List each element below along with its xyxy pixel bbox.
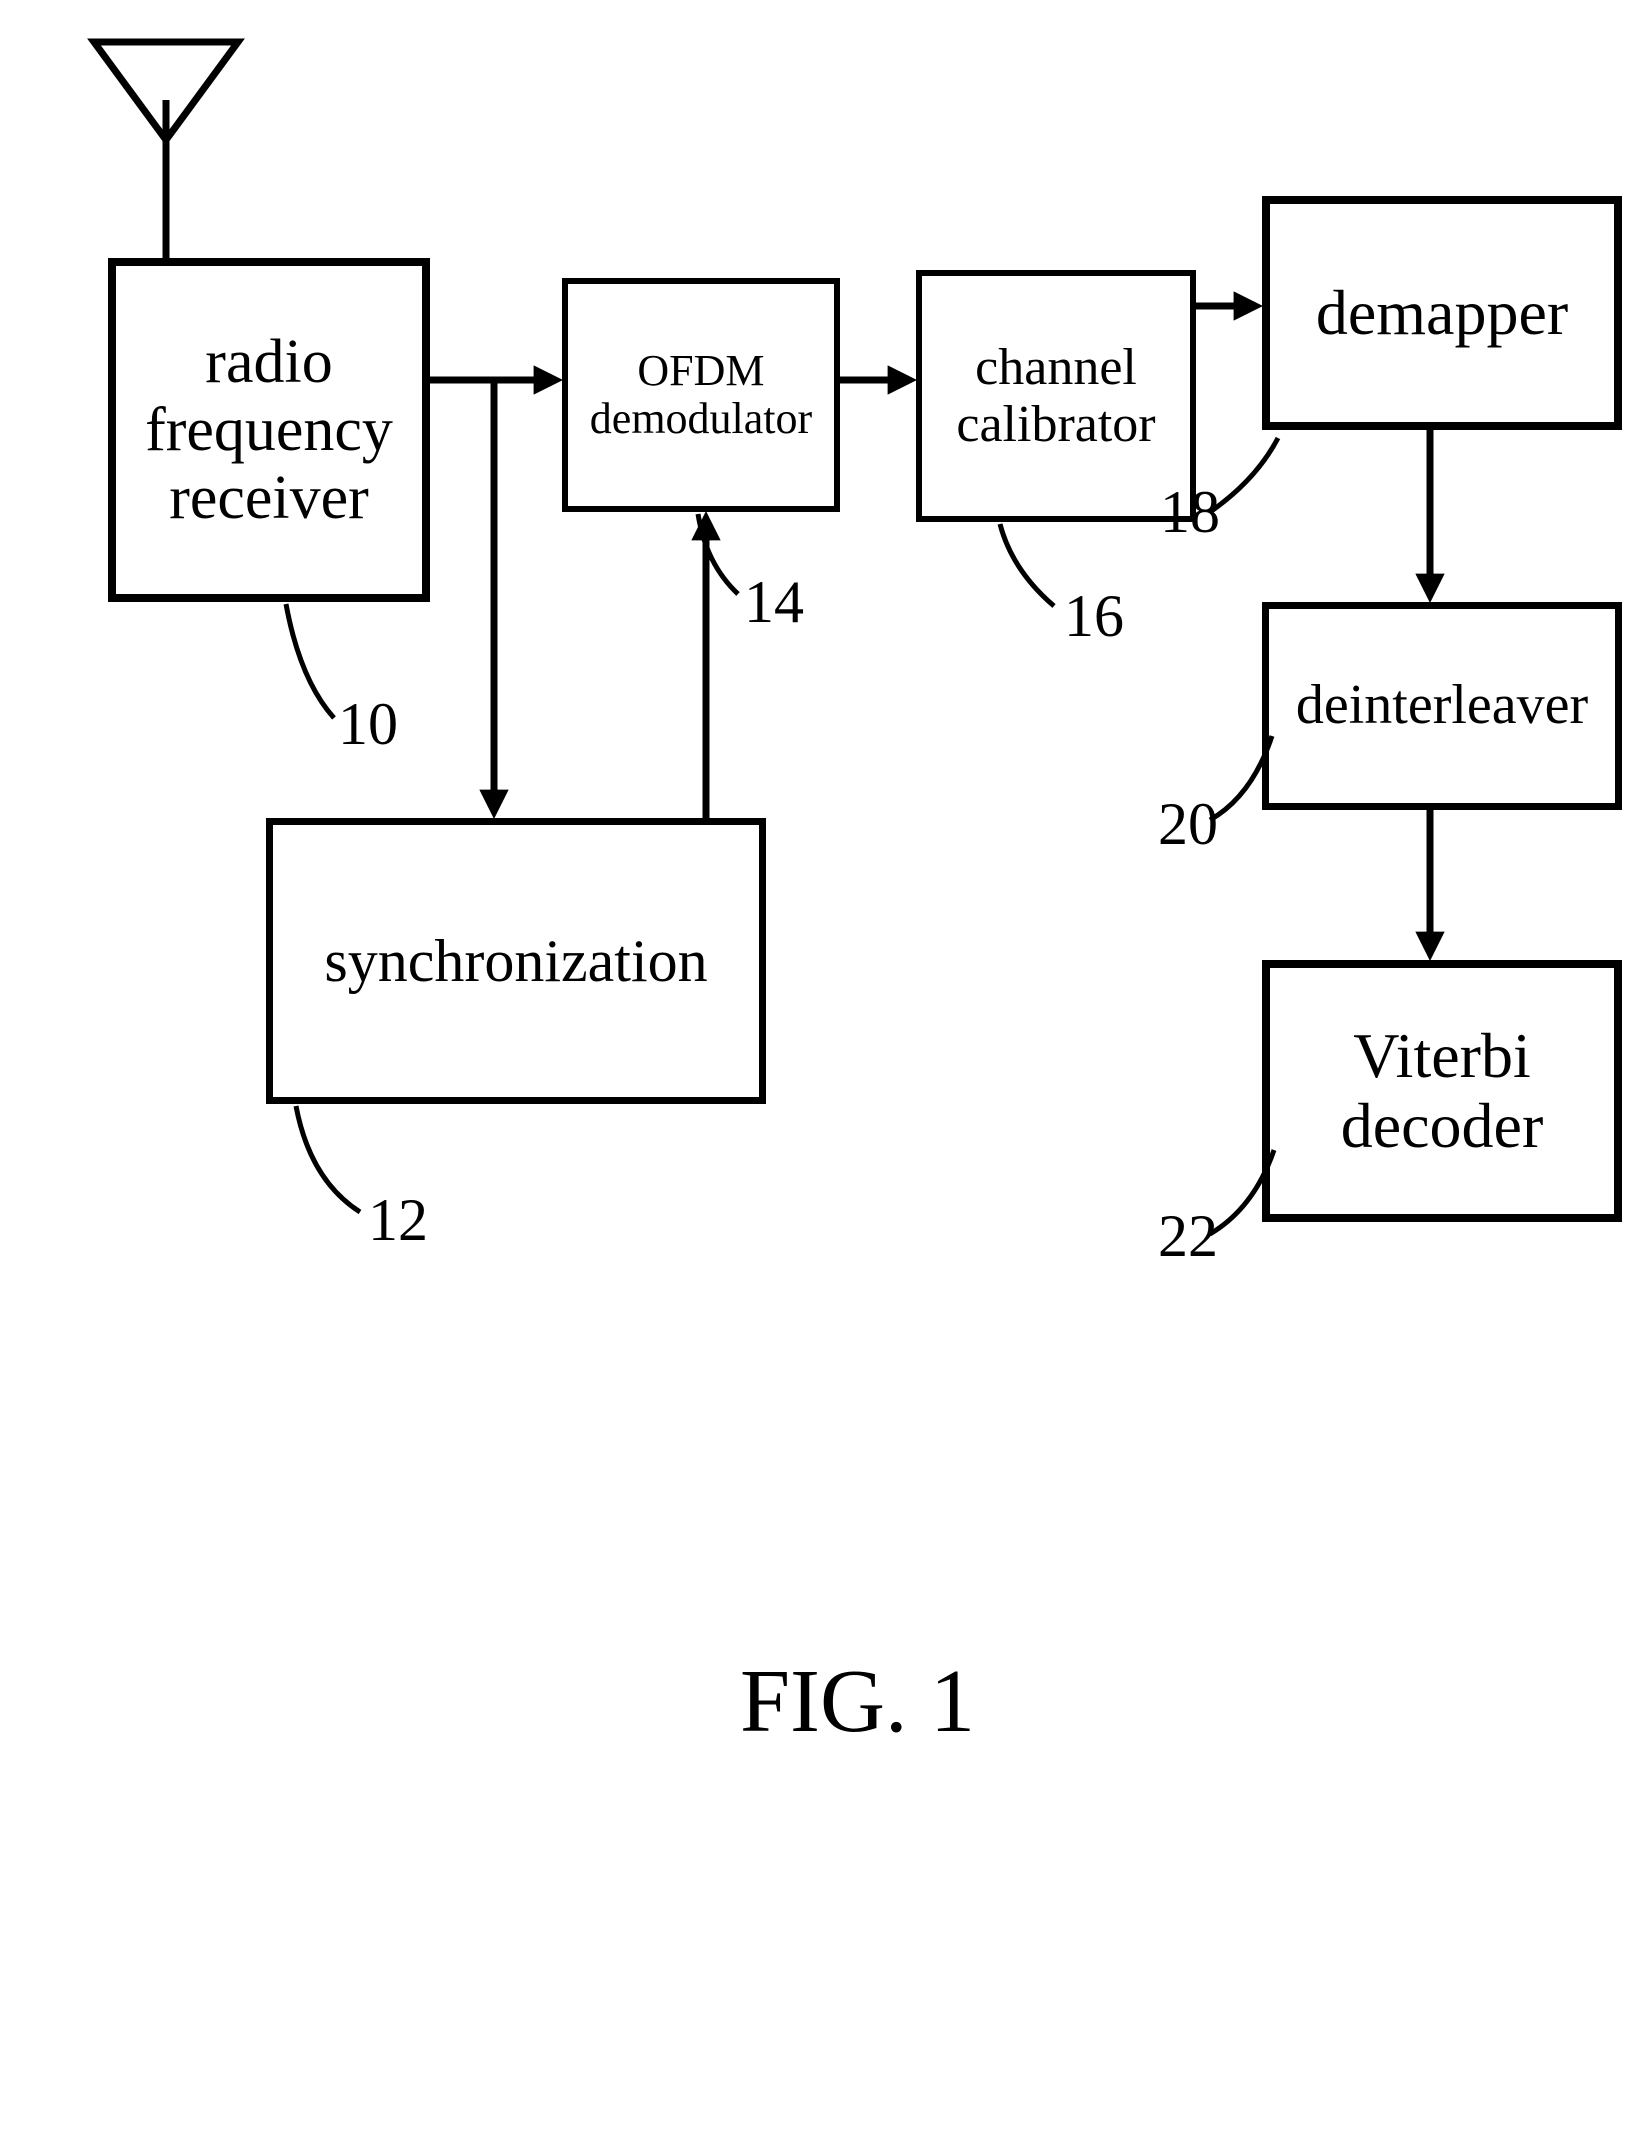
ref-label-20: 20 (1158, 790, 1218, 859)
channel-calibrator-label: channelcalibrator (956, 339, 1155, 453)
ref-label-10: 10 (338, 690, 398, 759)
rf-receiver-block: radiofrequencyreceiver (108, 258, 430, 602)
ref-label-22: 22 (1158, 1202, 1218, 1271)
demapper-block: demapper (1262, 196, 1622, 430)
ref-label-14: 14 (744, 568, 804, 637)
ref-label-12: 12 (368, 1186, 428, 1255)
viterbi-decoder-block: Viterbidecoder (1262, 960, 1622, 1222)
ref-label-16: 16 (1064, 582, 1124, 651)
ofdm-demodulator-label: OFDMdemodulator (590, 347, 812, 444)
rf-receiver-label: radiofrequencyreceiver (145, 328, 393, 533)
synchronization-label: synchronization (324, 928, 707, 994)
deinterleaver-label: deinterleaver (1296, 675, 1588, 737)
channel-calibrator-block: channelcalibrator (916, 270, 1196, 522)
synchronization-block: synchronization (266, 818, 766, 1104)
ref-label-18: 18 (1160, 478, 1220, 547)
demapper-label: demapper (1316, 278, 1568, 348)
ofdm-demodulator-block: OFDMdemodulator (562, 278, 840, 512)
viterbi-decoder-label: Viterbidecoder (1341, 1021, 1544, 1162)
deinterleaver-block: deinterleaver (1262, 602, 1622, 810)
figure-caption: FIG. 1 (740, 1650, 975, 1753)
